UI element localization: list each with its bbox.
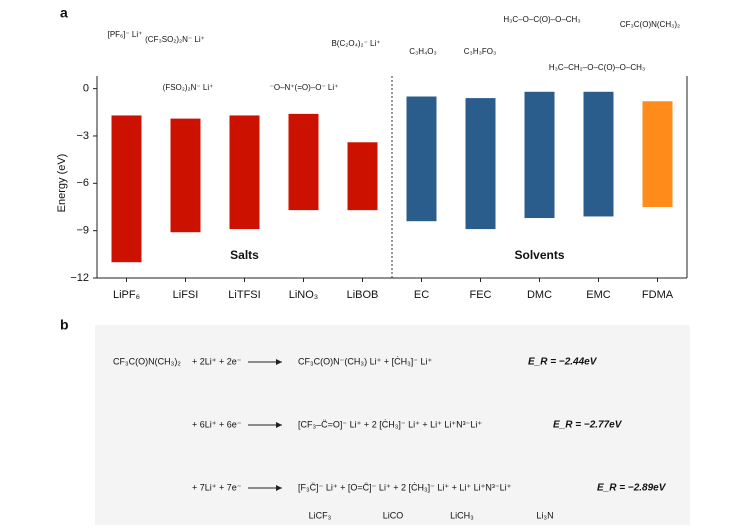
panel-label: a [60,5,68,21]
bar [583,91,614,217]
energy: E_R = −2.89eV [597,483,667,494]
y-axis-label: Energy (eV) [56,154,68,213]
x-tick-label: LiFSI [173,289,199,301]
product-label: Li₃N [536,510,553,520]
structure: B(C₂O₄)₂⁻ Li⁺ [331,39,380,48]
products: CF₃C(O)N⁻(CH₃) Li⁺ + [ĊH₃]⁻ Li⁺ [298,356,432,366]
arrow-head [276,422,282,428]
products: [F₃C̈]⁻ Li⁺ + [O=C̈]⁻ Li⁺ + 2 [ĊH₃]⁻ Li⁺… [298,482,512,492]
bar [642,101,673,207]
reagents: + 7Li⁺ + 7e⁻ [192,482,242,492]
bar [465,98,496,230]
y-tick-label: −6 [76,177,89,189]
product-label: LiCF₃ [309,510,332,520]
product-label: LiCO [383,510,404,520]
structure: C₃H₃FO₃ [464,47,496,56]
y-tick-label: −9 [76,225,89,237]
reagents: + 2Li⁺ + 2e⁻ [192,356,242,366]
x-tick-label: LiBOB [347,289,379,301]
structure: C₃H₄O₃ [409,47,437,56]
x-tick-label: LiPF₆ [113,289,140,301]
structure: (FSO₂)₂N⁻ Li⁺ [163,83,214,92]
panel-label: b [60,317,69,333]
arrow-head [276,359,282,365]
bar [170,118,201,233]
energy: E_R = −2.77eV [553,420,623,431]
structure: (CF₃SO₂)₂N⁻ Li⁺ [145,35,205,44]
x-tick-label: FEC [470,289,492,301]
bar [524,91,555,219]
energy: E_R = −2.44eV [528,357,598,368]
x-tick-label: FDMA [642,289,674,301]
group-label: Salts [230,248,259,262]
structure: H₃C–O–C(O)–O–CH₃ [503,15,580,24]
structure: CF₃C(O)N(CH₃)₂ [620,20,680,29]
scheme-background [95,325,690,525]
x-tick-label: LiTFSI [228,289,260,301]
bar [347,142,378,211]
reactant: CF₃C(O)N(CH₃)₂ [113,356,181,366]
y-tick-label: −3 [76,130,89,142]
structure: [PF₆]⁻ Li⁺ [108,30,143,39]
bar [288,113,319,211]
x-tick-label: EC [414,289,429,301]
reagents: + 6Li⁺ + 6e⁻ [192,419,242,429]
x-tick-label: LiNO₃ [289,289,319,301]
product-label: LiCH₃ [450,510,474,520]
bar [111,115,142,263]
y-tick-label: 0 [83,83,89,95]
structure: H₃C–CH₂–O–C(O)–O–CH₃ [549,63,645,72]
arrow-head [276,485,282,491]
structure: ⁻O–N⁺(=O)–O⁻ Li⁺ [270,83,339,92]
y-tick-label: −12 [70,272,89,284]
bar [229,115,260,230]
x-tick-label: DMC [527,289,552,301]
group-label: Solvents [514,248,564,262]
products: [CF₃–C̈=O]⁻ Li⁺ + 2 [ĊH₃]⁻ Li⁺ + Li⁺ Li⁺… [298,419,482,429]
x-tick-label: EMC [586,289,611,301]
bar [406,96,437,222]
